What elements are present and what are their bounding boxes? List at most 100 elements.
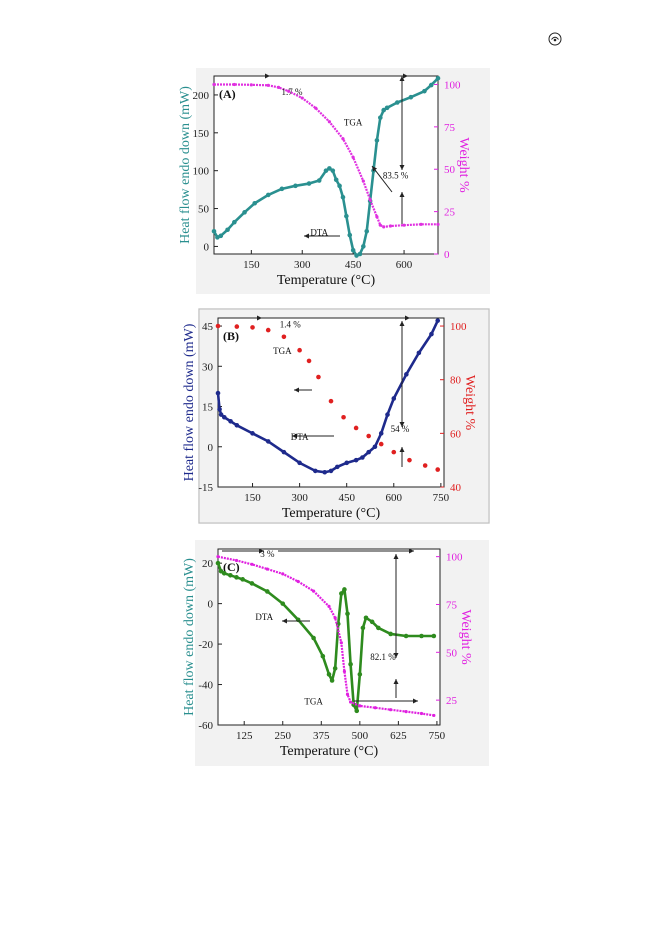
tga-point bbox=[328, 398, 334, 404]
onset-arrow-head bbox=[403, 73, 408, 79]
tga-point bbox=[287, 89, 291, 93]
x-tick-label: 300 bbox=[294, 259, 311, 271]
x-axis-label: Temperature (°C) bbox=[282, 506, 381, 521]
tga-point bbox=[234, 324, 240, 329]
tga-point bbox=[341, 137, 345, 141]
tga-point bbox=[249, 83, 253, 87]
y-left-tick-label: 200 bbox=[193, 90, 210, 102]
plot-frame bbox=[217, 548, 441, 726]
panel-label: (C) bbox=[223, 560, 240, 574]
dta-curve bbox=[212, 77, 439, 257]
tga-point bbox=[281, 572, 285, 576]
series-group bbox=[215, 555, 437, 718]
mass-loss-arrow-up-head bbox=[393, 679, 399, 684]
label-arrow-head bbox=[372, 166, 378, 172]
tga-point bbox=[266, 83, 270, 87]
y-left-tick-label: 0 bbox=[208, 442, 214, 454]
tga-point bbox=[378, 441, 384, 447]
x-tick-label: 125 bbox=[236, 730, 253, 742]
tga-point bbox=[361, 179, 365, 183]
dta-curve bbox=[216, 562, 434, 713]
x-tick-label: 150 bbox=[243, 259, 260, 271]
tga-point bbox=[265, 567, 269, 571]
label-arrow-head bbox=[413, 698, 418, 704]
y-left-tick-label: 150 bbox=[193, 128, 210, 140]
tga-point bbox=[250, 562, 254, 566]
annotation-label: DTA bbox=[255, 612, 273, 622]
tga-point bbox=[419, 711, 424, 716]
annotation-label: 83.5 % bbox=[383, 170, 409, 180]
tga-point bbox=[296, 579, 300, 584]
panel-label: (B) bbox=[223, 329, 239, 343]
tga-point bbox=[432, 713, 436, 718]
tga-point bbox=[316, 374, 321, 380]
label-arrow-head bbox=[282, 618, 287, 624]
tga-point bbox=[212, 82, 216, 87]
tga-point bbox=[327, 120, 331, 124]
y-right-tick-label: 50 bbox=[446, 647, 458, 659]
label-arrow-head bbox=[292, 433, 297, 439]
y-left-axis-label: Heat flow endo down (mW) bbox=[182, 558, 197, 716]
x-tick-label: 300 bbox=[291, 492, 308, 504]
tga-point bbox=[351, 155, 355, 159]
tga-point bbox=[297, 347, 302, 353]
y-right-tick-label: 25 bbox=[446, 695, 458, 707]
x-axis-label: Temperature (°C) bbox=[280, 744, 379, 759]
tga-point bbox=[366, 433, 371, 439]
y-left-tick-label: -20 bbox=[198, 639, 213, 651]
tga-point bbox=[422, 463, 428, 468]
x-tick-label: 500 bbox=[352, 730, 369, 742]
tga-point bbox=[404, 710, 408, 714]
label-arrow-head bbox=[294, 387, 299, 393]
annotation-label: TGA bbox=[273, 346, 292, 356]
chart-panel-a: 0 50 100 150 200 0 25 50 75 100 150 300 450 600 Temper… bbox=[178, 68, 490, 294]
tga-point bbox=[314, 106, 318, 110]
tga-point bbox=[311, 589, 316, 593]
y-left-tick-label: 50 bbox=[198, 204, 210, 216]
onset-arrow-head bbox=[405, 315, 410, 321]
x-axis-label: Temperature (°C) bbox=[277, 273, 376, 288]
baseline-arrow-head bbox=[257, 315, 262, 321]
y-left-tick-label: 0 bbox=[208, 599, 214, 611]
y-left-tick-label: 20 bbox=[202, 558, 214, 570]
y-left-tick-label: -40 bbox=[198, 680, 213, 692]
tga-point bbox=[300, 96, 304, 100]
tga-point bbox=[333, 616, 337, 620]
y-left-tick-label: 30 bbox=[202, 361, 214, 373]
chart-panel-b: -15 0 15 30 45 40 60 80 100 150 300 450 600 750 Temper… bbox=[182, 308, 490, 524]
baseline-arrow-head bbox=[265, 73, 270, 79]
tga-point bbox=[373, 706, 377, 710]
y-right-axis-label: Weight % bbox=[456, 137, 471, 193]
tga-point bbox=[281, 334, 287, 340]
y-right-tick-label: 100 bbox=[450, 321, 467, 333]
x-tick-label: 375 bbox=[313, 730, 330, 742]
tga-point bbox=[353, 425, 359, 431]
y-left-axis-label: Heat flow endo down (mW) bbox=[178, 86, 193, 244]
tga-point bbox=[250, 325, 255, 330]
mass-loss-arrow-up-head bbox=[399, 192, 405, 197]
series-group bbox=[211, 75, 441, 258]
x-tick-label: 750 bbox=[429, 730, 446, 742]
y-right-tick-label: 100 bbox=[444, 79, 461, 91]
y-left-tick-label: 0 bbox=[204, 241, 210, 253]
tga-point bbox=[368, 198, 372, 202]
panel-outline bbox=[198, 308, 490, 524]
tga-point bbox=[327, 604, 331, 608]
tga-point bbox=[388, 224, 393, 228]
y-left-tick-label: -60 bbox=[198, 720, 213, 732]
x-tick-label: 250 bbox=[275, 730, 292, 742]
y-left-axis-label: Heat flow endo down (mW) bbox=[182, 323, 197, 481]
tga-point bbox=[342, 669, 347, 674]
annotation-label: 3 % bbox=[260, 549, 275, 559]
tga-point bbox=[436, 222, 440, 226]
x-tick-label: 600 bbox=[386, 492, 403, 504]
annotation-label: 1.7 % bbox=[282, 87, 304, 97]
x-tick-label: 450 bbox=[345, 259, 362, 271]
y-right-tick-label: 75 bbox=[444, 122, 456, 134]
tga-point bbox=[407, 457, 412, 463]
x-tick-label: 625 bbox=[390, 730, 407, 742]
y-left-tick-label: 45 bbox=[202, 321, 214, 333]
mass-loss-arrow-down-head bbox=[399, 422, 405, 427]
y-right-axis-label: Weight % bbox=[462, 375, 477, 431]
tga-point bbox=[391, 449, 397, 455]
